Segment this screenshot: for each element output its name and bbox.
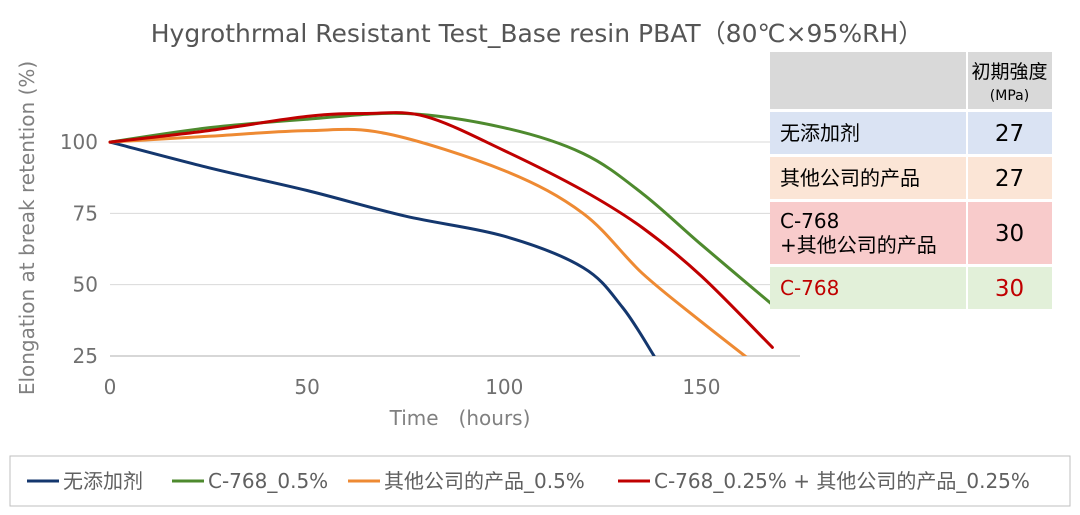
x-tick-label: 100 [485,375,523,399]
y-tick-label: 100 [60,130,98,154]
chart-title: Hygrothrmal Resistant Test_Base resin PB… [151,19,924,48]
table-header-cell [968,52,1052,109]
table-row-value-cell [968,112,1052,154]
table-header-label: 初期強度 [971,61,1047,83]
series-line-2 [108,111,774,307]
table-row-label: 无添加剂 [780,121,860,145]
table-row-label-cell [770,202,966,264]
table-row-label: 其他公司的产品 [780,166,920,190]
table-row-label-cell [770,267,966,309]
axes: 25 50 75 100 0 50 100 150 [60,130,800,399]
table-row-value: 30 [995,221,1024,247]
legend-label-2: C-768_0.5% [208,469,328,493]
x-axis-label: Time (hours) [389,406,531,430]
table-row-value: 30 [995,276,1024,302]
y-tick-label: 50 [73,273,98,297]
legend-label-4: C-768_0.25% + 其他公司的产品_0.25% [654,469,1030,493]
table-row-value: 27 [995,121,1024,147]
series-lines [108,111,774,356]
table-row-label: C-768 [780,276,839,300]
table-row-value-cell [968,157,1052,199]
series-line-3 [108,127,748,356]
table-row-value-cell [968,267,1052,309]
table-header-unit: (MPa) [990,88,1029,104]
table-row-label: C-768 [780,209,839,233]
legend: 无添加剂 C-768_0.5% 其他公司的产品_0.5% C-768_0.25% + … [9,455,1071,507]
table-row-value-cell [968,202,1052,264]
y-tick-label: 25 [73,344,98,368]
grid [110,141,800,286]
table-header-blank [770,52,966,109]
legend-label-3: 其他公司的产品_0.5% [384,469,585,493]
x-tick-label: 0 [104,375,117,399]
x-tick-label: 50 [294,375,319,399]
table-row-value: 27 [995,166,1024,192]
x-tick-label: 150 [682,375,720,399]
y-axis-label: Elongation at break retention (%) [15,61,39,395]
series-line-4 [108,111,774,349]
series-line-1 [108,140,656,356]
table-row-label: +其他公司的产品 [780,233,937,257]
legend-label-1: 无添加剂 [63,469,143,493]
table-row-label-cell [770,112,966,154]
table-row-label-cell [770,157,966,199]
y-tick-label: 75 [73,201,98,225]
